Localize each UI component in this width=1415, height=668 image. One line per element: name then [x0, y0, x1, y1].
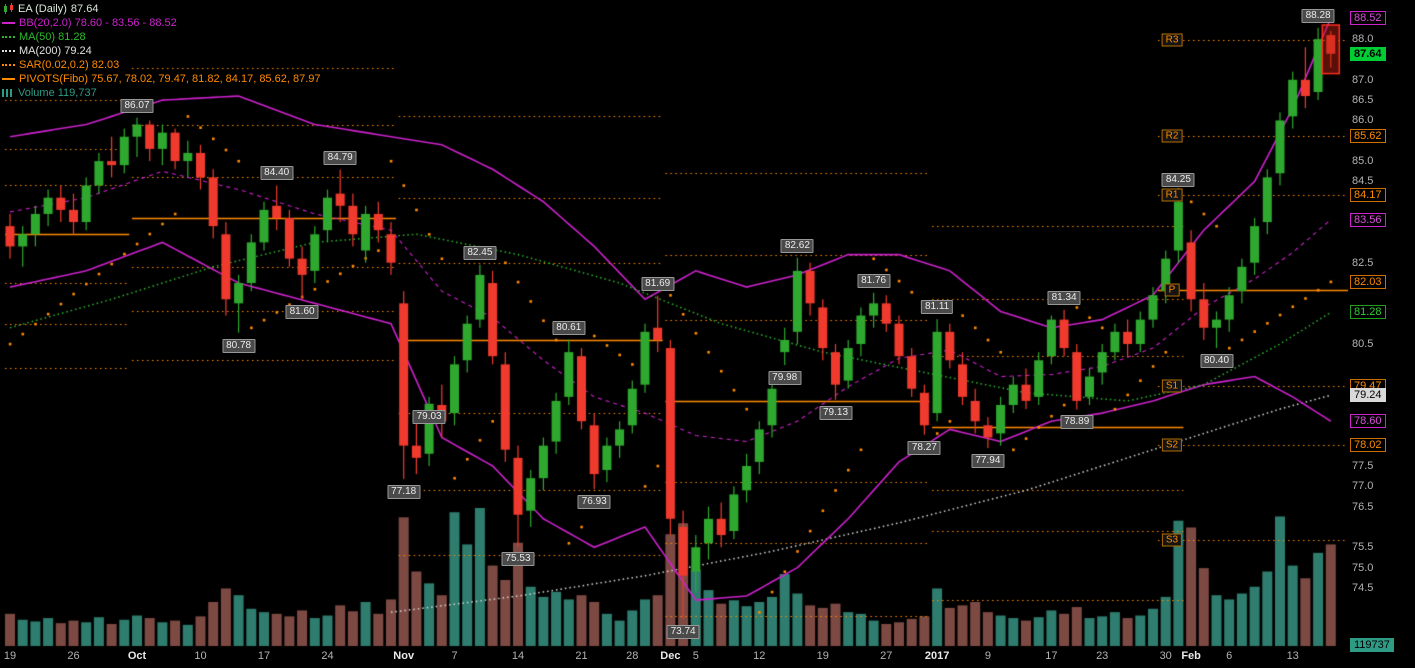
sar-dots-icon [2, 64, 15, 66]
study-label: SAR(0.02,0.2) 82.03 [19, 59, 120, 71]
symbol-last-price: 87.64 [70, 3, 99, 15]
study-volume[interactable]: Volume 119,737 [2, 86, 321, 100]
time-axis[interactable] [0, 646, 1348, 668]
price-axis[interactable] [1348, 0, 1415, 646]
study-ma200[interactable]: MA(200) 79.24 [2, 44, 321, 58]
bb-line-icon [2, 22, 15, 24]
symbol-row[interactable]: EA (Daily) 87.64 [2, 2, 321, 16]
study-sar[interactable]: SAR(0.02,0.2) 82.03 [2, 58, 321, 72]
ma200-line-icon [2, 50, 15, 52]
symbol-title: EA (Daily) [18, 3, 67, 15]
study-label: Volume 119,737 [18, 87, 97, 99]
study-label: BB(20,2.0) 78.60 - 83.56 - 88.52 [19, 17, 177, 29]
study-ma50[interactable]: MA(50) 81.28 [2, 30, 321, 44]
study-pivots[interactable]: PIVOTS(Fibo) 75.67, 78.02, 79.47, 81.82,… [2, 72, 321, 86]
study-legend: EA (Daily) 87.64 BB(20,2.0) 78.60 - 83.5… [2, 2, 321, 100]
candlestick-icon [2, 3, 15, 15]
ma50-line-icon [2, 36, 15, 38]
study-label: PIVOTS(Fibo) 75.67, 78.02, 79.47, 81.82,… [19, 73, 321, 85]
volume-bars-icon [2, 89, 14, 97]
study-bollinger[interactable]: BB(20,2.0) 78.60 - 83.56 - 88.52 [2, 16, 321, 30]
pivots-line-icon [2, 78, 15, 80]
study-label: MA(50) 81.28 [19, 31, 86, 43]
study-label: MA(200) 79.24 [19, 45, 92, 57]
